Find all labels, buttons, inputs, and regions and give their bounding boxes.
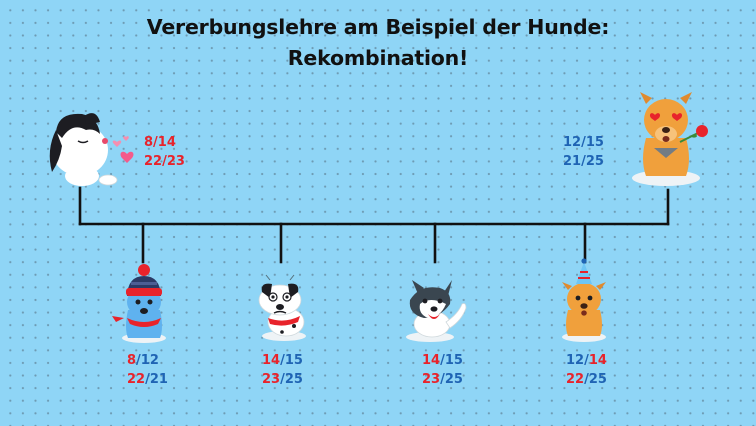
father-allele-2b: 25 — [585, 154, 604, 169]
mother-allele-2a: 22 — [144, 154, 163, 169]
mother-allele-2b: 23 — [166, 154, 185, 169]
child-2-allele-1a: 14 — [262, 353, 281, 368]
child-2-allele-1b: 15 — [284, 353, 303, 368]
father-allele-1b: 15 — [585, 135, 604, 150]
child-2-genotype: 14/15 23/25 — [262, 351, 303, 389]
child-4-genotype: 12/14 22/25 — [566, 351, 607, 389]
child-1-allele-2a: 22 — [127, 372, 146, 387]
father-allele-2a: 21 — [563, 154, 582, 169]
child-2-sep-2: / — [280, 372, 285, 387]
child-2-sep-1: / — [280, 353, 285, 368]
child-3-allele-2b: 25 — [444, 372, 463, 387]
child-4-sep-2: / — [584, 372, 589, 387]
child-1-sep-1: / — [136, 353, 141, 368]
father-sep-2: / — [581, 154, 586, 169]
child-3-sep-2: / — [440, 372, 445, 387]
child-4-allele-2b: 25 — [588, 372, 607, 387]
title-line-2: Rekombination! — [287, 46, 469, 70]
father-sep-1: / — [581, 135, 586, 150]
child-3-allele-1a: 14 — [422, 353, 441, 368]
father-allele-1a: 12 — [563, 135, 582, 150]
mother-allele-1a: 8 — [144, 135, 154, 150]
mother-genotype: 8/14 22/23 — [144, 133, 185, 171]
child-3-allele-2a: 23 — [422, 372, 441, 387]
child-1-allele-2b: 21 — [149, 372, 168, 387]
title-line-1: Vererbungslehre am Beispiel der Hunde: — [146, 15, 610, 39]
mother-sep-1: / — [153, 135, 158, 150]
child-4-sep-1: / — [584, 353, 589, 368]
mother-allele-1b: 14 — [157, 135, 176, 150]
father-genotype: 12/15 21/25 — [563, 133, 604, 171]
child-3-allele-1b: 15 — [444, 353, 463, 368]
child-1-sep-2: / — [145, 372, 150, 387]
child-4-allele-1b: 14 — [588, 353, 607, 368]
child-3-genotype: 14/15 23/25 — [422, 351, 463, 389]
child-2-allele-2a: 23 — [262, 372, 281, 387]
child-1-allele-1b: 12 — [140, 353, 159, 368]
child-1-allele-1a: 8 — [127, 353, 137, 368]
child-1-genotype: 8/12 22/21 — [127, 351, 168, 389]
child-3-sep-1: / — [440, 353, 445, 368]
child-2-allele-2b: 25 — [284, 372, 303, 387]
mother-sep-2: / — [162, 154, 167, 169]
page-title: Vererbungslehre am Beispiel der Hunde: R… — [0, 12, 756, 74]
child-4-allele-2a: 22 — [566, 372, 585, 387]
child-4-allele-1a: 12 — [566, 353, 585, 368]
